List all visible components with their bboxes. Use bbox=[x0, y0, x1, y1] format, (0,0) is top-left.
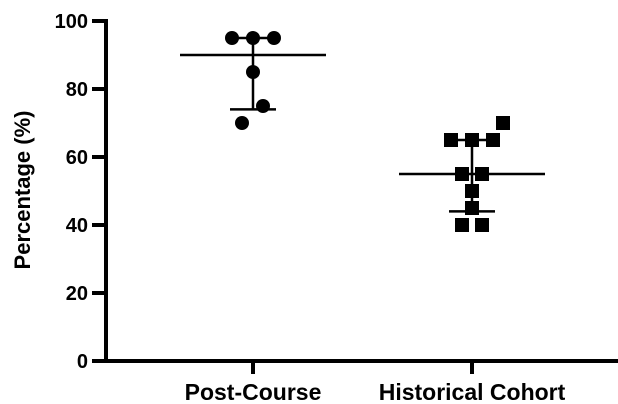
data-point-square bbox=[486, 133, 500, 147]
data-point-square bbox=[496, 116, 510, 130]
x-ticks: Post-Course Historical Cohort bbox=[185, 361, 566, 404]
y-tick-label: 100 bbox=[55, 11, 88, 33]
y-ticks: 0 20 40 60 80 100 bbox=[55, 11, 106, 373]
data-point-circle bbox=[246, 65, 260, 79]
data-point-square bbox=[475, 167, 489, 181]
data-point-circle bbox=[256, 99, 270, 113]
data-point-circle bbox=[246, 31, 260, 45]
x-tick-label: Historical Cohort bbox=[379, 379, 566, 404]
data-point-square bbox=[465, 133, 479, 147]
data-point-square bbox=[455, 218, 469, 232]
y-tick-label: 60 bbox=[66, 147, 88, 169]
y-tick-label: 20 bbox=[66, 283, 88, 305]
data-point-square bbox=[444, 133, 458, 147]
data-point-square bbox=[465, 184, 479, 198]
data-point-square bbox=[455, 167, 469, 181]
data-point-circle bbox=[267, 31, 281, 45]
data-point-circle bbox=[225, 31, 239, 45]
axes bbox=[104, 19, 618, 363]
data-point-square bbox=[475, 218, 489, 232]
y-tick-label: 0 bbox=[77, 351, 88, 373]
error-bars bbox=[180, 36, 545, 213]
data-point-circle bbox=[235, 116, 249, 130]
y-axis-title: Percentage (%) bbox=[10, 111, 35, 270]
y-tick-label: 80 bbox=[66, 79, 88, 101]
data-points bbox=[225, 31, 510, 232]
x-tick-label: Post-Course bbox=[185, 379, 322, 404]
data-point-square bbox=[465, 201, 479, 215]
y-tick-label: 40 bbox=[66, 215, 88, 237]
